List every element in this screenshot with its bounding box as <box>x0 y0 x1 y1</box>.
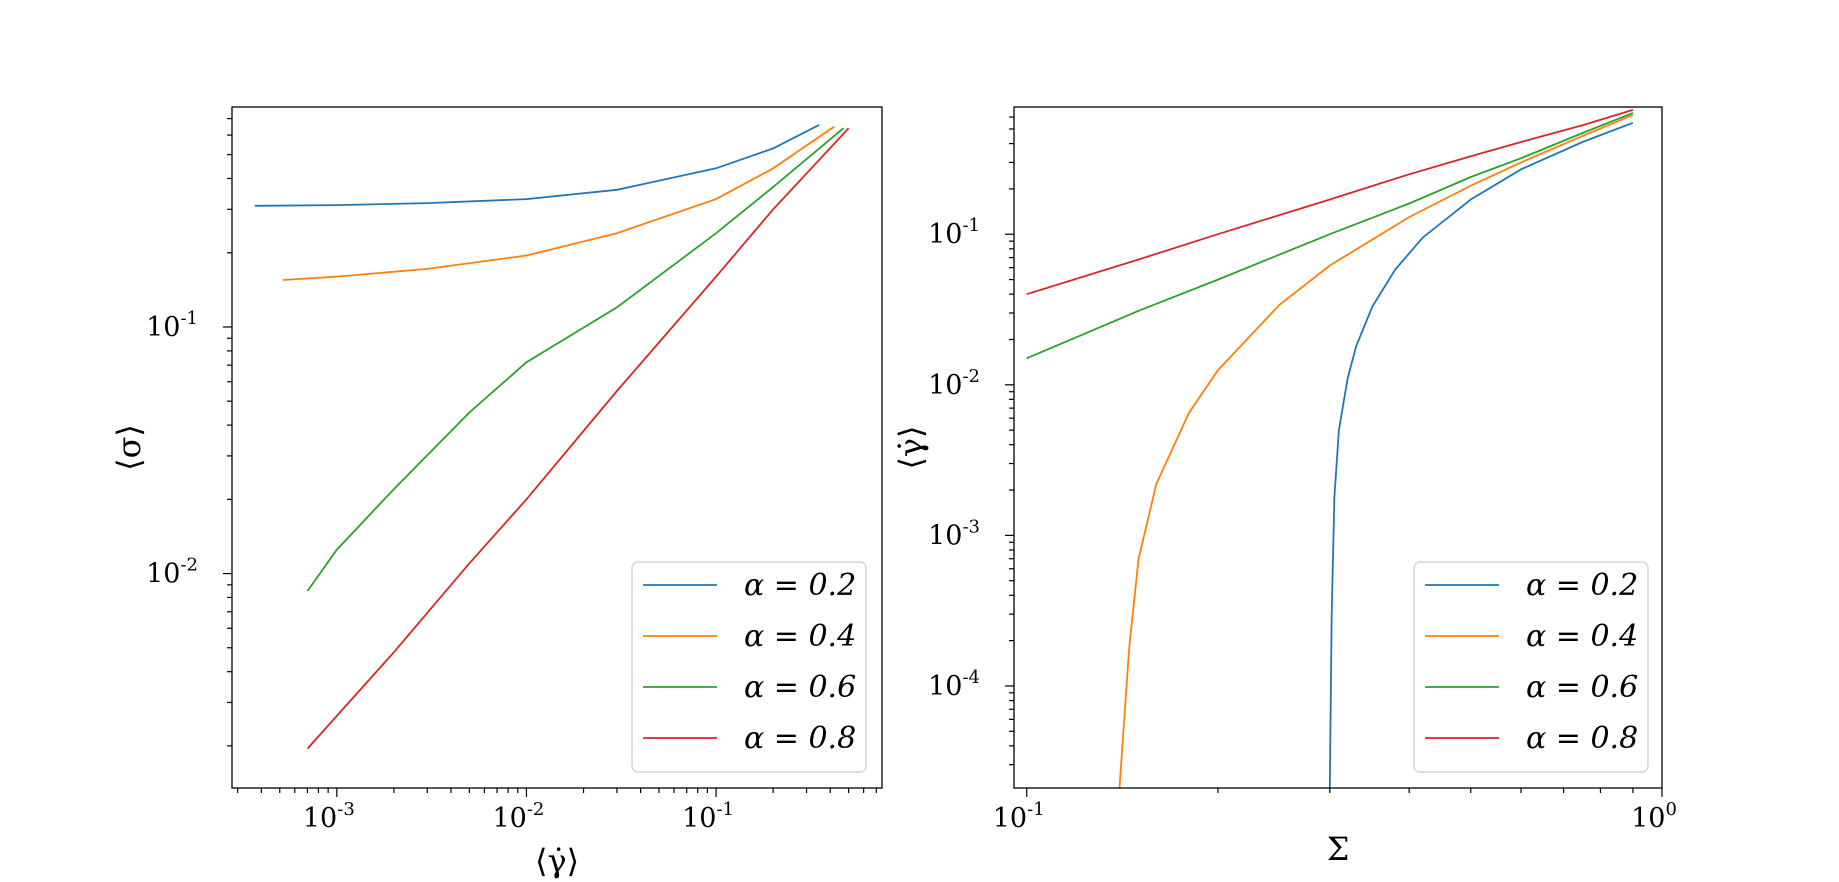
x-tick-label: 10-1 <box>682 799 734 834</box>
y-tick-label: 10-2 <box>146 555 198 590</box>
x-tick-label: 100 <box>1631 799 1677 834</box>
minor-ticks <box>1005 116 1663 797</box>
x-axis-label: Σ <box>1327 830 1350 868</box>
legend-label: α = 0.2 <box>744 568 856 603</box>
x-tick-label: 10-3 <box>303 799 355 834</box>
x-tick-label: 10-2 <box>492 799 544 834</box>
series-line-4 <box>1026 109 1634 296</box>
left-plot: 10-3 10-2 10-110-210-1⟨γ̇⟩⟨σ⟩α = 0.2α = 0.… <box>110 106 883 880</box>
series-line-2 <box>282 125 835 281</box>
series-line-2 <box>1118 114 1634 788</box>
y-tick-label: 10-1 <box>146 308 198 343</box>
plot-frame <box>231 106 883 789</box>
plot-frame <box>1013 106 1663 789</box>
legend-label: α = 0.8 <box>1526 721 1638 756</box>
series-line-1 <box>254 124 820 207</box>
series-line-4 <box>306 127 850 750</box>
y-tick-label: 10-3 <box>928 516 980 551</box>
legend-label: α = 0.2 <box>1526 568 1638 603</box>
x-axis-label: ⟨γ̇⟩ <box>535 842 579 880</box>
legend-label: α = 0.4 <box>1526 619 1638 654</box>
series-line-3 <box>1026 112 1634 360</box>
y-tick-label: 10-1 <box>928 215 980 250</box>
series-line-1 <box>1328 121 1634 788</box>
y-tick-label: 10-4 <box>928 667 980 702</box>
legend-box <box>1413 561 1649 773</box>
legend-label: α = 0.8 <box>744 721 856 756</box>
legend-label: α = 0.6 <box>744 670 856 705</box>
y-axis-label: ⟨σ⟩ <box>110 424 148 471</box>
minor-ticks <box>223 117 877 797</box>
legend-label: α = 0.4 <box>744 619 856 654</box>
x-tick-label: 10-1 <box>993 799 1045 834</box>
series-line-3 <box>306 127 845 592</box>
legend-box <box>631 561 867 773</box>
legend-label: α = 0.6 <box>1526 670 1638 705</box>
legend: α = 0.2 α = 0.4 α = 0.6 α = 0.8 <box>1413 561 1649 773</box>
y-axis-label: ⟨γ̇⟩ <box>892 425 930 469</box>
y-tick-label: 10-2 <box>928 366 980 401</box>
legend: α = 0.2 α = 0.4 α = 0.6 α = 0.8 <box>631 561 867 773</box>
